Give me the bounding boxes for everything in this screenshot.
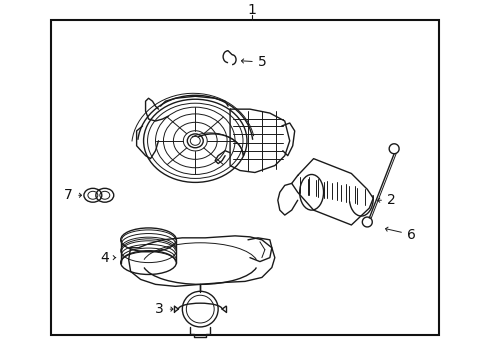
Bar: [51, 20, 438, 335]
Text: 1: 1: [247, 3, 256, 17]
Text: 5: 5: [257, 55, 266, 69]
Text: 6: 6: [406, 228, 415, 242]
Text: 2: 2: [386, 193, 395, 207]
Text: 7: 7: [64, 188, 73, 202]
Text: 3: 3: [154, 302, 163, 316]
Text: 4: 4: [100, 251, 108, 265]
